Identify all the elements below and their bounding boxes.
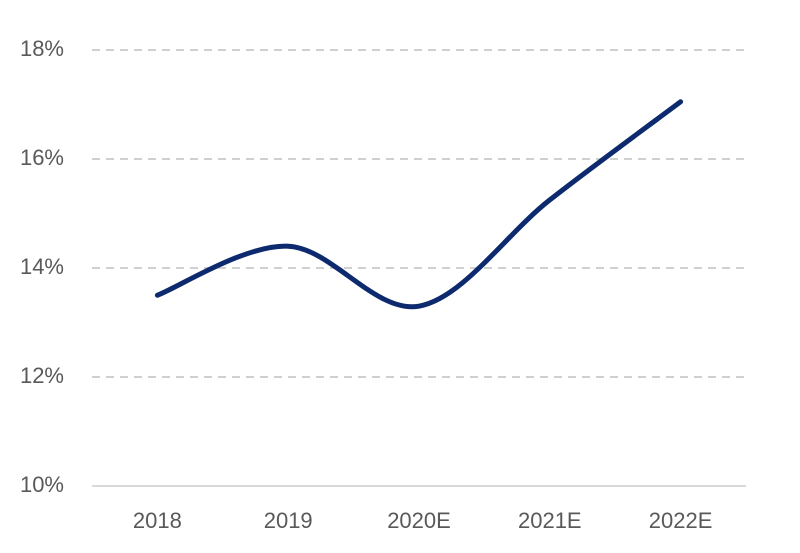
data-line (154, 99, 684, 310)
y-tick-label: 14% (20, 254, 64, 279)
y-tick-label: 12% (20, 363, 64, 388)
y-tick-label: 16% (20, 145, 64, 170)
x-tick-label: 2019 (264, 508, 313, 533)
y-tick-label: 18% (20, 36, 64, 61)
x-tick-label: 2022E (649, 508, 713, 533)
y-tick-label: 10% (20, 472, 64, 497)
x-tick-label: 2021E (518, 508, 582, 533)
x-tick-label: 2018 (133, 508, 182, 533)
x-tick-label: 2020E (387, 508, 451, 533)
